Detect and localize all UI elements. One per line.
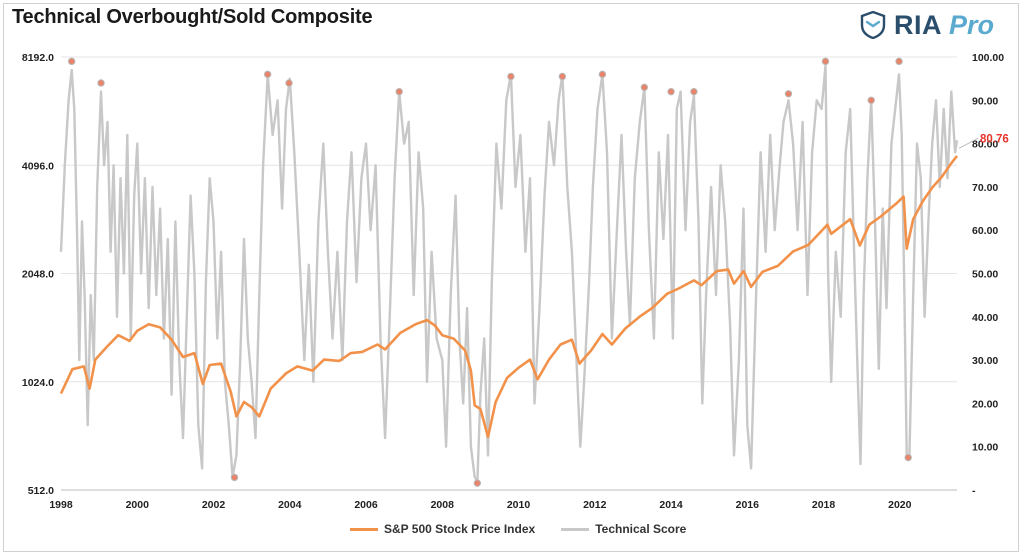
- extreme-marker: [895, 57, 903, 66]
- extreme-marker: [395, 87, 403, 96]
- x-tick-label: 2018: [812, 499, 836, 511]
- right-tick-label: 90.00: [972, 95, 998, 107]
- right-tick-label: 40.00: [972, 312, 998, 324]
- logo-text-pro: Pro: [949, 9, 995, 40]
- legend-item-sp500: S&P 500 Stock Price Index: [350, 522, 535, 536]
- legend-label-sp500: S&P 500 Stock Price Index: [384, 522, 536, 536]
- x-tick-label: 2004: [278, 499, 302, 511]
- extreme-marker: [667, 87, 675, 96]
- x-tick-label: 1998: [49, 499, 73, 511]
- extreme-marker: [67, 57, 76, 66]
- extreme-marker: [507, 72, 515, 81]
- x-tick-label: 2020: [888, 499, 912, 511]
- x-axis-ticks: 1998 2000 2002 2004 2006 2008 2010 2012 2014 2016…: [49, 499, 911, 511]
- ria-pro-logo: RIA Pro: [860, 8, 994, 42]
- right-tick-label: 20.00: [972, 398, 998, 410]
- right-tick-label: 30.00: [972, 355, 998, 367]
- left-tick-label: 512.0: [28, 485, 54, 497]
- left-tick-label: 8192.0: [22, 52, 54, 64]
- logo-text: RIA: [894, 9, 942, 40]
- legend-label-score: Technical Score: [595, 522, 687, 536]
- extreme-marker: [558, 72, 567, 81]
- left-tick-label: 4096.0: [22, 160, 54, 172]
- extreme-marker: [784, 90, 793, 98]
- chart-legend: S&P 500 Stock Price Index Technical Scor…: [350, 522, 712, 536]
- x-tick-label: 2006: [354, 499, 378, 511]
- callout-leader: [958, 137, 979, 149]
- x-tick-label: 2002: [202, 499, 226, 511]
- x-tick-label: 2010: [507, 499, 531, 511]
- right-tick-label: 70.00: [972, 182, 998, 194]
- x-tick-label: 2014: [659, 499, 683, 511]
- x-tick-label: 2016: [736, 499, 760, 511]
- right-tick-label: 10.00: [972, 442, 998, 454]
- extreme-marker: [904, 453, 912, 462]
- current-value-callout: 80.76: [958, 133, 1009, 149]
- sp500-layer: [59, 155, 959, 439]
- sp500-line: [59, 155, 959, 439]
- extreme-marker: [97, 79, 105, 87]
- technical-score-layer: [59, 64, 959, 483]
- legend-swatch-score: [561, 527, 590, 531]
- right-tick-label: 80.00: [972, 139, 998, 151]
- x-tick-label: 2000: [126, 499, 150, 511]
- right-axis-ticks: 100.00 90.00 80.00 70.00 60.00 50.00 40.00 30.0…: [972, 52, 1004, 497]
- left-axis-ticks: 8192.0 4096.0 2048.0 1024.0 512.0: [22, 52, 54, 497]
- right-tick-label: 60.00: [972, 225, 998, 237]
- legend-swatch-sp500: [350, 527, 378, 531]
- extreme-marker: [598, 70, 607, 79]
- extreme-marker: [867, 96, 875, 105]
- x-tick-label: 2008: [431, 499, 455, 511]
- extreme-marker: [821, 57, 830, 66]
- extreme-marker: [640, 83, 649, 92]
- callout-value: 80.76: [980, 133, 1009, 145]
- left-tick-label: 2048.0: [22, 269, 54, 281]
- extreme-marker: [473, 479, 482, 487]
- right-tick-label: -: [972, 485, 976, 497]
- technical-score-line: [59, 64, 959, 483]
- extreme-marker: [285, 79, 293, 87]
- x-tick-label: 2012: [583, 499, 607, 511]
- left-tick-label: 1024.0: [22, 377, 54, 389]
- chart-title: Technical Overbought/Sold Composite: [12, 6, 373, 28]
- right-tick-label: 50.00: [972, 269, 998, 281]
- shield-icon: [860, 11, 886, 39]
- extreme-marker: [230, 473, 239, 482]
- right-tick-label: 100.00: [972, 52, 1004, 64]
- extreme-markers: [67, 57, 912, 487]
- extreme-marker: [263, 70, 272, 79]
- legend-item-technical-score: Technical Score: [561, 522, 686, 536]
- extreme-marker: [690, 87, 698, 96]
- chart-frame: [3, 3, 1019, 552]
